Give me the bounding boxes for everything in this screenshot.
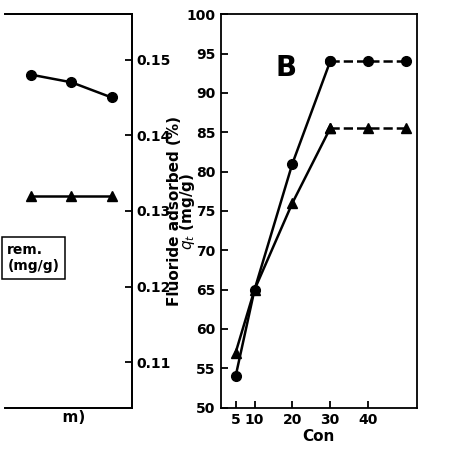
X-axis label:   m): m) [52, 410, 85, 426]
Text: B: B [275, 54, 297, 82]
X-axis label: Con: Con [302, 429, 335, 444]
Y-axis label: $q_t$ (mg/g): $q_t$ (mg/g) [178, 172, 197, 250]
Y-axis label: Fluoride adsorbed (%): Fluoride adsorbed (%) [167, 116, 182, 306]
Text: rem.
(mg/g): rem. (mg/g) [7, 243, 59, 273]
